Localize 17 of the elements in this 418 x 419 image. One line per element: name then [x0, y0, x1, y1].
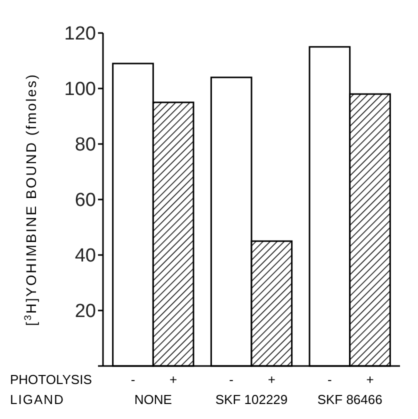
text: + [366, 372, 374, 387]
y-tick-label: 80 [74, 134, 96, 156]
text: - [328, 372, 332, 387]
y-tick-label: 100 [64, 79, 96, 100]
y-tick-label: 60 [74, 190, 96, 212]
x-tick-label: SKF 102229 [215, 392, 288, 407]
y-tick-label: 120 [64, 24, 96, 45]
y-tick-label: 40 [74, 246, 96, 267]
series-label: + [170, 372, 178, 387]
legend-title: PHOTOLYSIS [10, 372, 92, 387]
text: - [229, 372, 234, 387]
x-axis-title: LIGAND [10, 392, 64, 407]
x-tick-label: NONE [134, 392, 172, 407]
x-tick-label: SKF 86466 [317, 392, 382, 407]
series-label: - [130, 372, 136, 387]
text: + [268, 372, 276, 387]
y-tick-label: 20 [74, 301, 96, 322]
